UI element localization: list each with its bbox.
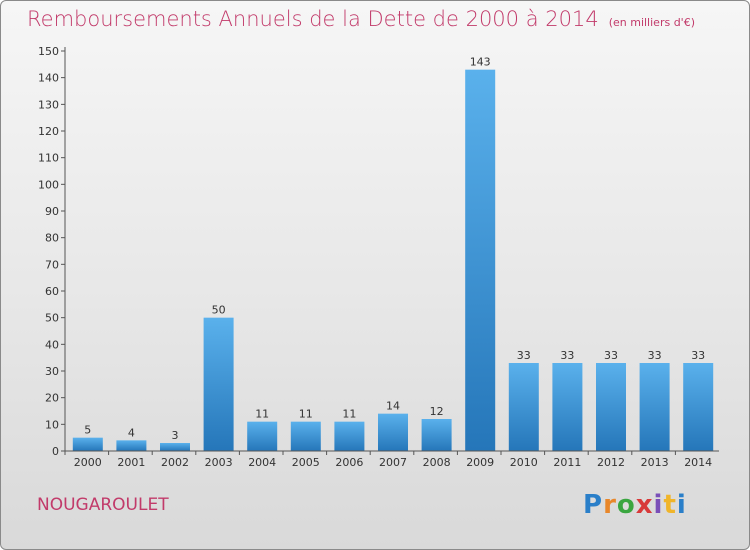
bar [508, 363, 539, 451]
y-tick-label: 30 [45, 365, 59, 378]
bar-value-label: 33 [560, 349, 574, 362]
x-tick-label: 2008 [423, 456, 451, 469]
y-tick-label: 0 [52, 445, 59, 458]
bar [160, 443, 190, 451]
y-tick-label: 70 [45, 258, 59, 271]
logo-letter: x [635, 490, 654, 520]
x-tick-label: 2006 [335, 456, 363, 469]
bar-value-label: 50 [212, 304, 226, 317]
x-tick-label: 2012 [597, 456, 625, 469]
chart-title: Remboursements Annuels de la Dette de 20… [27, 7, 695, 31]
x-tick-label: 2002 [161, 456, 189, 469]
logo-letter: o [616, 490, 636, 520]
bar-value-label: 11 [255, 408, 269, 421]
bar [247, 421, 278, 451]
logo-letter: i [676, 490, 687, 520]
bar [421, 419, 452, 451]
y-tick-label: 90 [45, 205, 59, 218]
bar [203, 317, 234, 451]
x-tick-label: 2003 [205, 456, 233, 469]
bar-value-label: 33 [648, 349, 662, 362]
bar [683, 363, 714, 451]
y-tick-label: 10 [45, 418, 59, 431]
logo-letter: r [603, 490, 617, 520]
x-tick-label: 2010 [510, 456, 538, 469]
bar-value-label: 11 [299, 408, 313, 421]
bar-value-label: 14 [386, 400, 400, 413]
x-tick-label: 2011 [553, 456, 581, 469]
y-tick-label: 40 [45, 338, 59, 351]
logo-letter: t [663, 490, 677, 520]
y-tick-label: 100 [38, 178, 59, 191]
y-tick-label: 140 [38, 72, 59, 85]
x-tick-label: 2009 [466, 456, 494, 469]
y-tick-label: 130 [38, 98, 59, 111]
y-tick-label: 80 [45, 232, 59, 245]
bar-value-label: 3 [172, 429, 179, 442]
x-tick-label: 2000 [74, 456, 102, 469]
bar-value-label: 4 [128, 426, 135, 439]
y-tick-label: 60 [45, 285, 59, 298]
x-axis: 2000 2001 2002 2003 2004 2005 2006 2007 2008 2009… [64, 450, 719, 469]
bar [465, 69, 496, 452]
chart-title-text: Remboursements Annuels de la Dette de 20… [27, 7, 599, 31]
y-tick-label: 50 [45, 312, 59, 325]
bar [72, 437, 103, 451]
unit-note: (en milliers d'€) [608, 16, 695, 29]
bar-value-label: 33 [691, 349, 705, 362]
bar-value-label: 11 [342, 408, 356, 421]
x-tick-label: 2005 [292, 456, 320, 469]
bar [116, 440, 147, 451]
city-name: NOUGAROULET [37, 495, 169, 515]
y-tick-label: 110 [38, 152, 59, 165]
x-tick-label: 2007 [379, 456, 407, 469]
bar-value-label: 5 [84, 424, 91, 437]
x-tick-label: 2004 [248, 456, 276, 469]
y-tick-label: 20 [45, 392, 59, 405]
y-tick-label: 120 [38, 125, 59, 138]
bar-value-label: 12 [430, 405, 444, 418]
bar [596, 363, 626, 451]
y-axis: 0 10 20 30 40 50 60 70 80 90 100 110 120 130 140 150 [38, 45, 66, 458]
bar [334, 421, 365, 451]
y-tick-label: 150 [38, 45, 59, 58]
bars: 5 4 3 50 11 11 11 14 12 143 33 33 33 33 33 [72, 56, 714, 452]
bar [552, 363, 583, 451]
logo-letter: i [653, 490, 664, 520]
bar-value-label: 143 [470, 56, 491, 69]
bar [290, 421, 321, 451]
bar-value-label: 33 [517, 349, 531, 362]
logo-letter: P [583, 490, 604, 520]
x-tick-label: 2013 [641, 456, 669, 469]
bar-value-label: 33 [604, 349, 618, 362]
proxiti-logo[interactable]: Proxiti [583, 490, 687, 520]
bar [378, 413, 408, 451]
x-tick-label: 2001 [117, 456, 145, 469]
x-tick-label: 2014 [684, 456, 712, 469]
bar [639, 363, 670, 451]
